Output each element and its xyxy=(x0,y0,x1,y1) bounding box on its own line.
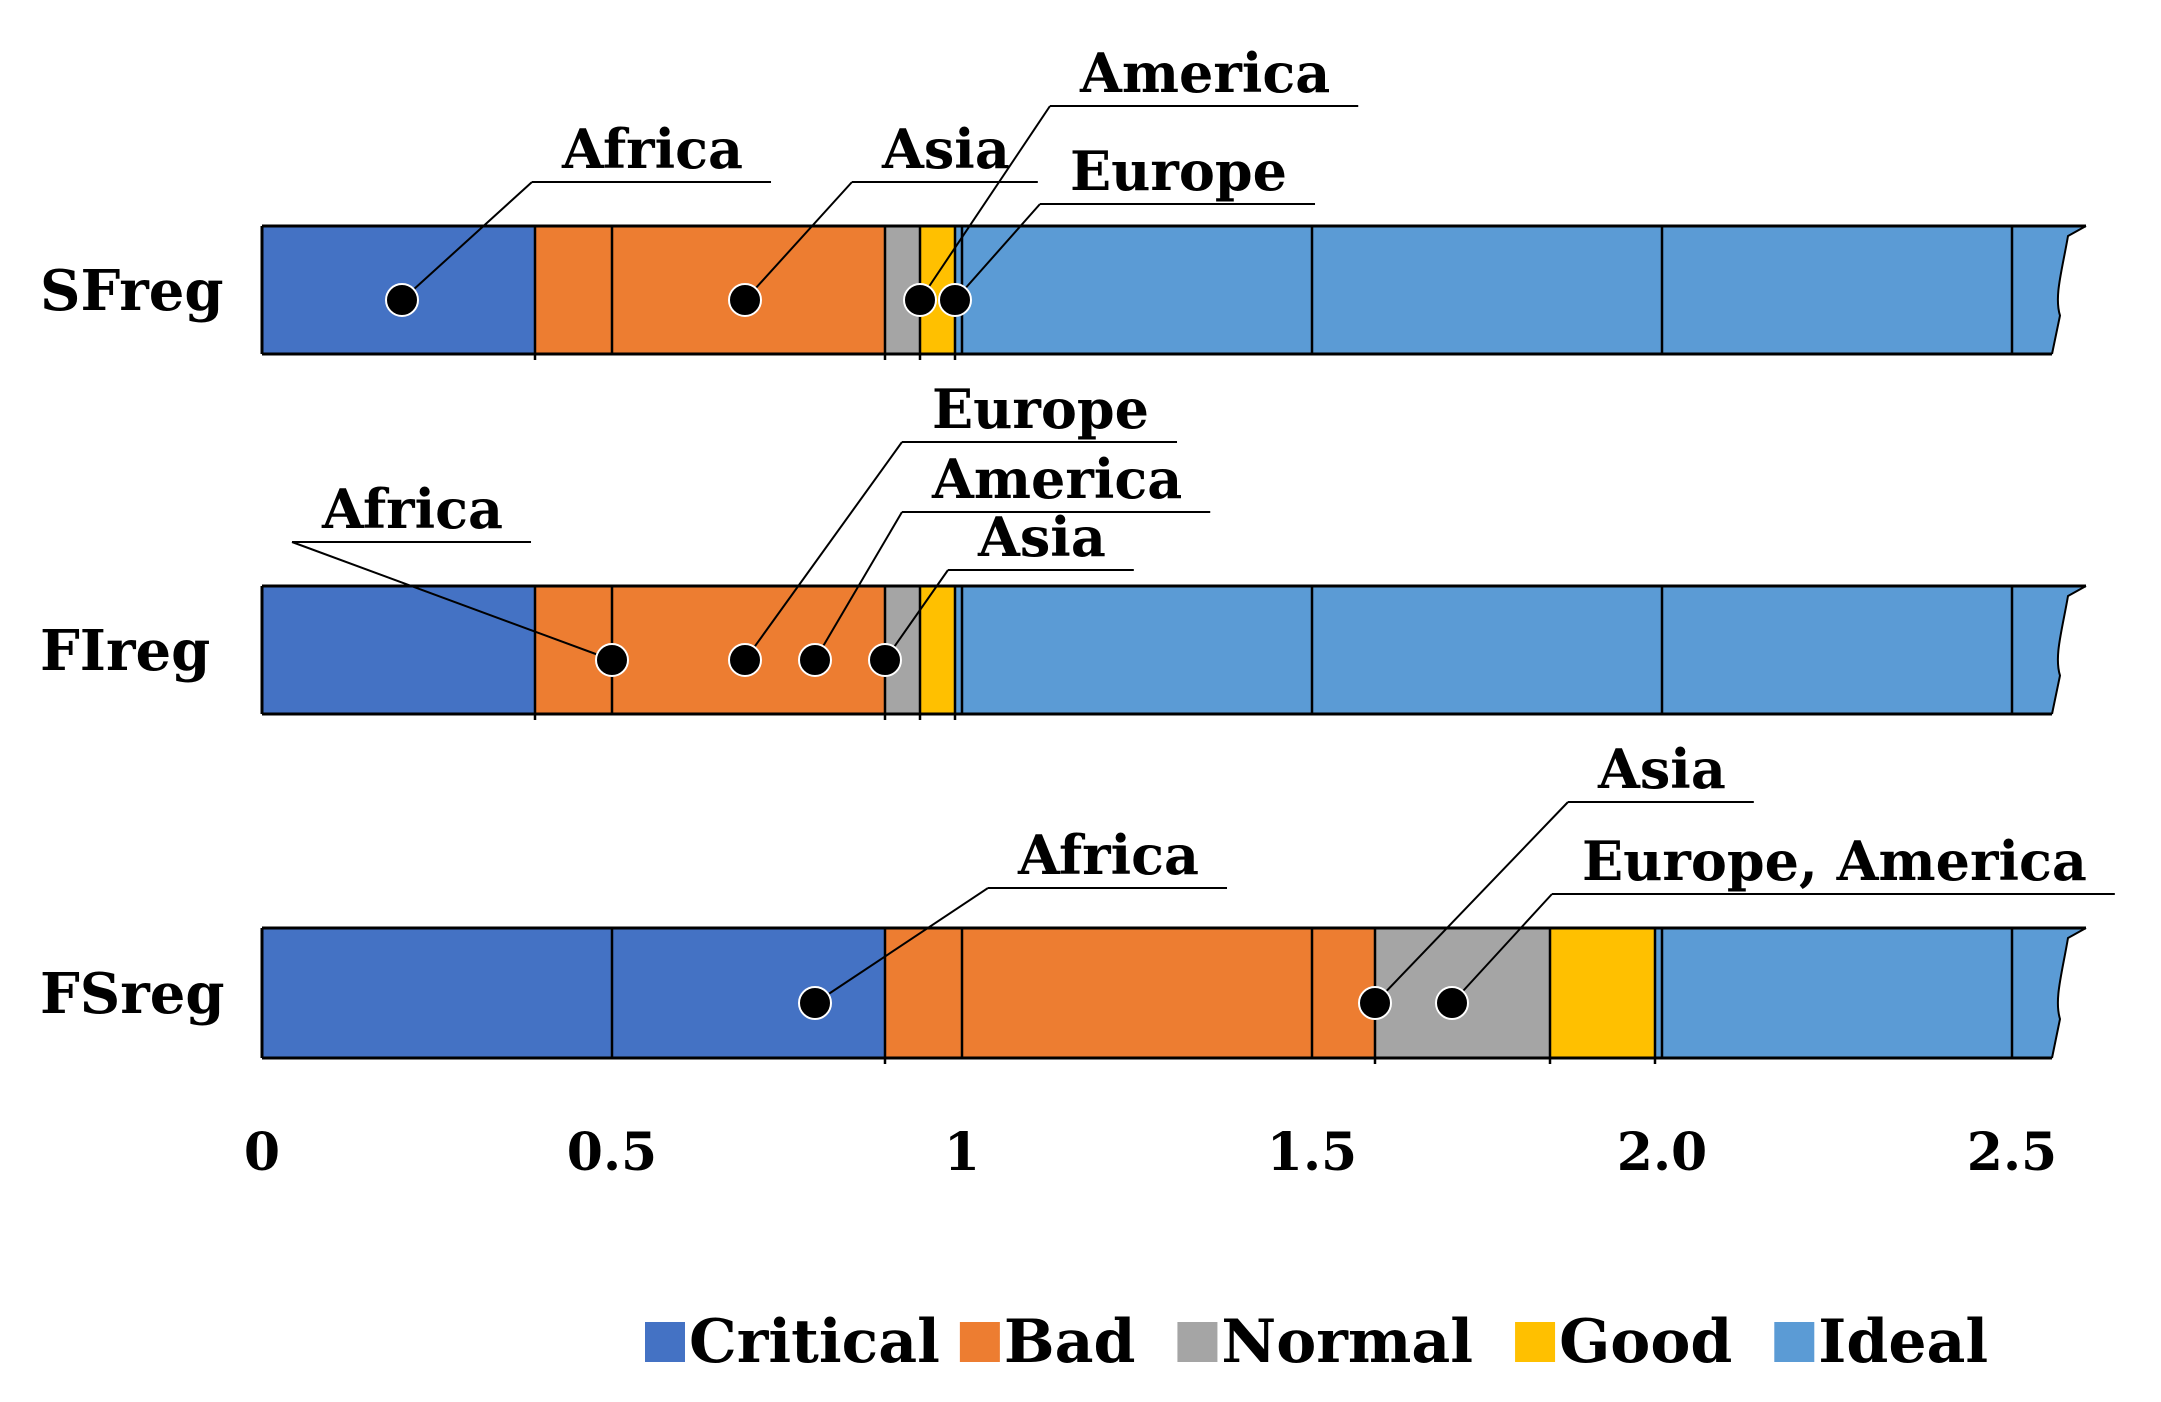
legend-label-ideal: Ideal xyxy=(1818,1307,1988,1377)
x-tick-label: 1 xyxy=(944,1122,980,1183)
segment-critical xyxy=(262,928,885,1058)
point-label: America xyxy=(931,447,1182,511)
legend-label-good: Good xyxy=(1559,1307,1732,1377)
point-leader-line xyxy=(884,569,949,661)
data-point xyxy=(938,283,972,317)
point-label: Asia xyxy=(881,117,1010,181)
data-point xyxy=(385,283,419,317)
data-point xyxy=(728,283,762,317)
point-leader-line xyxy=(291,541,613,661)
point-leader-line xyxy=(1451,893,1553,1004)
point-label: Europe xyxy=(932,377,1149,441)
legend-swatch-bad xyxy=(959,1322,1000,1362)
segment-critical xyxy=(262,586,535,714)
data-point xyxy=(868,643,902,677)
data-point xyxy=(1358,986,1392,1020)
point-leader-line xyxy=(919,105,1051,301)
bar-torn-edge xyxy=(2051,225,2087,355)
segment-bad xyxy=(885,928,1375,1058)
row-label: FIreg xyxy=(40,618,210,684)
row-label: FSreg xyxy=(40,961,225,1027)
point-leader-line xyxy=(744,181,853,301)
point-label: Europe xyxy=(1070,139,1287,203)
data-point xyxy=(798,986,832,1020)
x-tick-label: 0.5 xyxy=(567,1122,657,1183)
data-point xyxy=(798,643,832,677)
data-point xyxy=(1435,986,1469,1020)
data-point xyxy=(595,643,629,677)
data-point xyxy=(903,283,937,317)
segment-ideal xyxy=(1655,928,2086,1058)
segment-good xyxy=(1550,928,1655,1058)
point-label: America xyxy=(1079,41,1330,105)
legend-swatch-ideal xyxy=(1774,1322,1815,1362)
point-leader-line xyxy=(954,203,1041,301)
legend-label-bad: Bad xyxy=(1004,1307,1136,1377)
point-label: Asia xyxy=(1597,737,1726,801)
point-leader-line xyxy=(1374,801,1569,1004)
x-tick-label: 2.5 xyxy=(1967,1122,2057,1183)
segment-good xyxy=(920,586,955,714)
point-leader-line xyxy=(814,887,989,1004)
segment-ideal xyxy=(955,226,2086,354)
legend-swatch-good xyxy=(1515,1322,1556,1362)
point-leader-line xyxy=(814,511,903,661)
point-label: Asia xyxy=(977,505,1106,569)
point-leader-line xyxy=(401,181,533,301)
x-tick-label: 1.5 xyxy=(1267,1122,1357,1183)
segment-ideal xyxy=(955,586,2086,714)
bar-torn-edge xyxy=(2051,585,2087,715)
row-label: SFreg xyxy=(40,258,224,324)
x-tick-label: 0 xyxy=(244,1122,280,1183)
point-label: Africa xyxy=(561,117,743,181)
point-label: Africa xyxy=(1017,823,1199,887)
point-label: Africa xyxy=(321,477,503,541)
point-label: Europe, America xyxy=(1582,829,2087,893)
legend-swatch-normal xyxy=(1177,1322,1218,1362)
point-leader-line xyxy=(744,441,903,661)
segment-bad xyxy=(535,226,885,354)
x-tick-label: 2.0 xyxy=(1617,1122,1707,1183)
legend-label-normal: Normal xyxy=(1221,1307,1473,1377)
bar-torn-edge xyxy=(2051,927,2087,1059)
data-point xyxy=(728,643,762,677)
legend-label-critical: Critical xyxy=(689,1307,940,1377)
legend-swatch-critical xyxy=(645,1322,685,1362)
